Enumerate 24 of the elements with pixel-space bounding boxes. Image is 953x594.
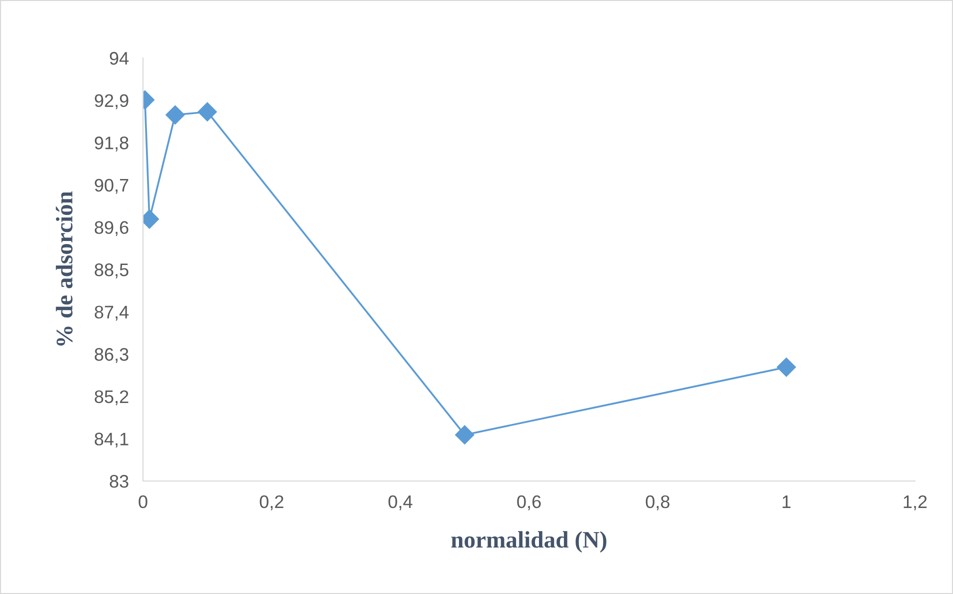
y-tick-label: 84,1 [94, 432, 128, 448]
x-tick-label: 0,6 [517, 495, 541, 510]
y-tick-label: 86,3 [94, 348, 128, 363]
y-tick-label: 83 [110, 474, 128, 488]
y-axis-title: % de adsorción [56, 191, 73, 346]
y-tick-label: 89,6 [94, 221, 128, 236]
point [455, 425, 474, 444]
x-tick-label: 1 [782, 496, 790, 508]
point [776, 358, 796, 377]
x-tick-label: 0,2 [260, 495, 284, 510]
x-tick-label: 0,4 [388, 495, 412, 510]
point [166, 105, 185, 124]
y-tick-label: 90,7 [94, 178, 128, 194]
x-tick-label: 0,8 [646, 495, 670, 510]
y-tick-label: 92,9 [94, 94, 128, 110]
y-tick-label: 94 [110, 52, 129, 65]
y-tick-label: 85,2 [94, 390, 128, 406]
y-tick-label: 91,8 [94, 136, 128, 152]
y-tick-label: 88,5 [94, 263, 128, 278]
x-axis-title: normalidad (N) [451, 531, 606, 553]
point [198, 102, 217, 122]
x-tick-label: 1,2 [904, 495, 927, 510]
y-tick-label: 87,4 [94, 306, 129, 321]
x-tick-label: 0 [138, 495, 148, 508]
